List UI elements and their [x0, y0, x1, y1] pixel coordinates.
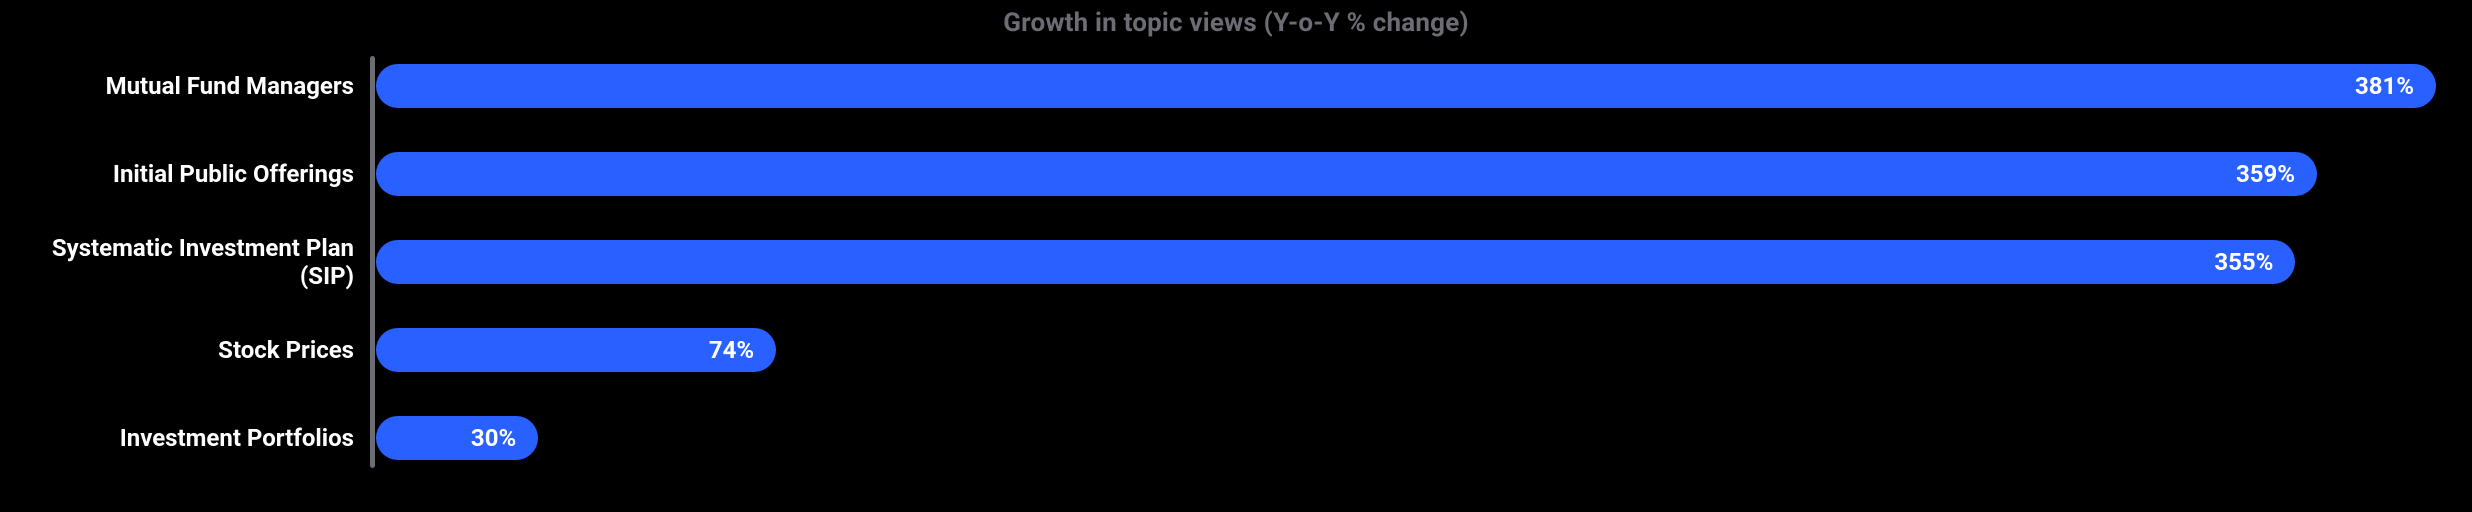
bar-area: 355%: [370, 232, 2472, 292]
bar: 30%: [376, 416, 538, 460]
bar-value: 30%: [471, 424, 516, 452]
chart-rows: Mutual Fund Managers 381% Initial Public…: [0, 56, 2472, 468]
bar-row: Mutual Fund Managers 381%: [0, 56, 2472, 116]
bar-value: 381%: [2355, 72, 2414, 100]
bar: 355%: [376, 240, 2295, 284]
bar-row: Investment Portfolios 30%: [0, 408, 2472, 468]
bar-value: 74%: [709, 336, 754, 364]
bar-value: 355%: [2214, 248, 2273, 276]
category-label: Initial Public Offerings: [0, 160, 370, 188]
bar-row: Systematic Investment Plan (SIP) 355%: [0, 232, 2472, 292]
bar-area: 74%: [370, 320, 2472, 380]
bar: 359%: [376, 152, 2317, 196]
bar-row: Stock Prices 74%: [0, 320, 2472, 380]
chart-title: Growth in topic views (Y-o-Y % change): [0, 8, 2472, 38]
category-label: Mutual Fund Managers: [0, 72, 370, 100]
category-label: Systematic Investment Plan (SIP): [0, 234, 370, 290]
bar: 381%: [376, 64, 2436, 108]
bar-area: 381%: [370, 56, 2472, 116]
bar: 74%: [376, 328, 776, 372]
bar-value: 359%: [2236, 160, 2295, 188]
bar-row: Initial Public Offerings 359%: [0, 144, 2472, 204]
bar-area: 359%: [370, 144, 2472, 204]
category-label: Stock Prices: [0, 336, 370, 364]
bar-area: 30%: [370, 408, 2472, 468]
category-label: Investment Portfolios: [0, 424, 370, 452]
growth-chart: Growth in topic views (Y-o-Y % change) M…: [0, 0, 2472, 512]
